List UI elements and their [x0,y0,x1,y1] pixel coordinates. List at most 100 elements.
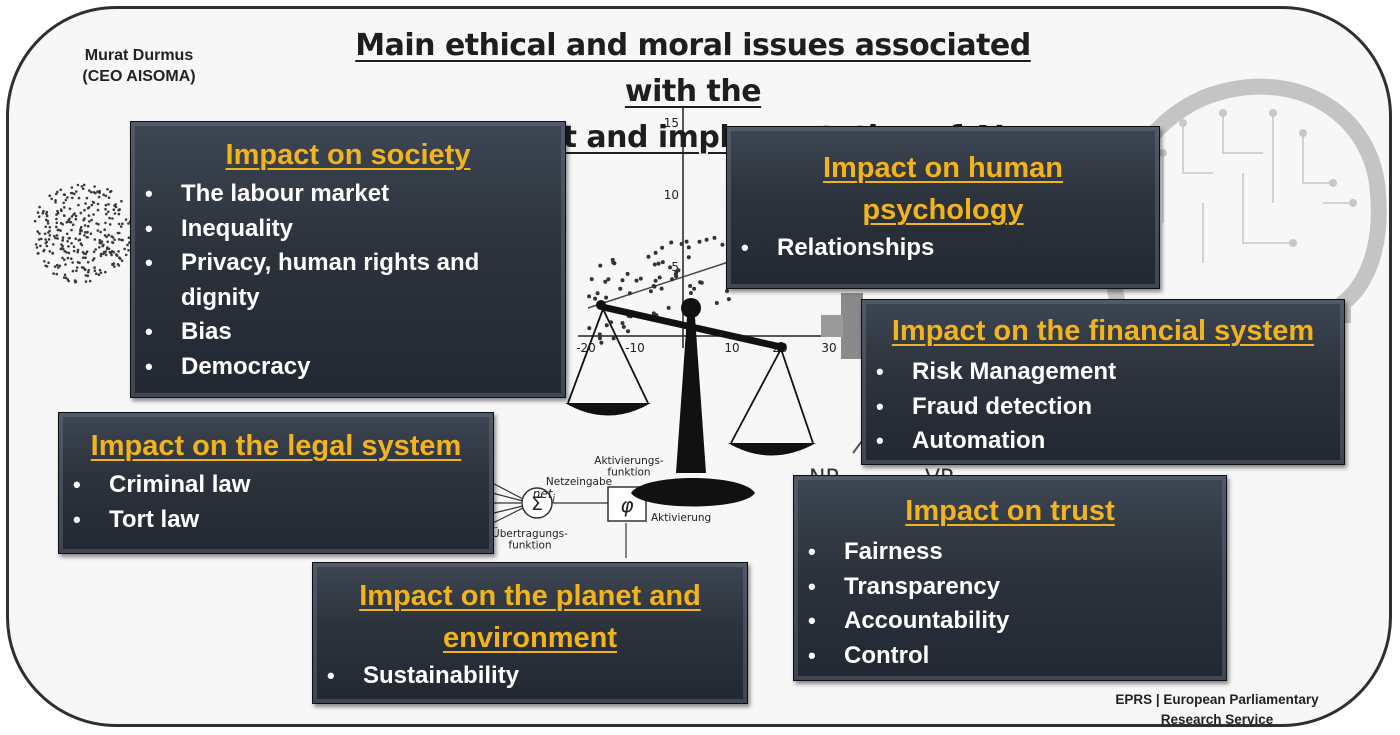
scatter-dot [610,257,615,262]
brain-dot [99,252,103,256]
scatter-dot [652,262,657,267]
legal-item: • Criminal law [59,468,493,503]
brain-dot [120,259,124,263]
bullet-icon: • [808,608,816,633]
brain-dot [82,266,85,270]
planet-list: • Sustainability [313,659,747,694]
brain-dot [64,263,67,266]
planet-box: Impact on the planet and environment • Su… [312,562,748,704]
bullet-icon: • [145,215,153,241]
brain-dot [68,207,72,211]
brain-dot [65,221,69,224]
brain-dot [61,239,64,242]
bullet-icon: • [145,181,153,206]
brain-dot [79,230,82,233]
brain-dot [38,205,41,209]
brain-dot [113,212,117,215]
society-item: • Inequality [131,212,565,247]
brain-dot [70,242,73,245]
brain-dot [92,213,95,216]
brain-dot [83,268,87,272]
financial-box-title: Impact on the financial system [891,315,1315,347]
brain-dot [98,238,102,242]
brain-dot [106,240,109,244]
x-tick-label: 10 [724,341,739,355]
brain-dot [56,209,59,213]
brain-dot [63,258,66,262]
credit-line-1: EPRS | European Parliamentary [1115,692,1319,707]
brain-dot [124,253,128,257]
legal-item-label: Criminal law [109,471,251,498]
brain-dot [93,185,96,188]
brain-dot [124,218,128,221]
brain-dot [62,201,65,205]
brain-dot [107,210,110,214]
brain-dot [79,225,83,229]
brain-dot [87,189,91,192]
brain-dot [127,249,130,252]
bullet-icon: • [876,393,884,419]
brain-dot [111,217,114,220]
society-item: • Democracy [131,350,565,385]
bullet-icon: • [145,353,153,379]
scatter-dot [697,239,702,244]
scatter-dot [668,265,673,270]
scatter-dot [621,324,626,329]
brain-dot [76,250,79,254]
brain-dot [45,214,49,218]
brain-dot [71,223,75,226]
brain-dot [57,266,60,269]
brain-dot [77,203,80,207]
brain-dot [74,280,77,284]
bullet-icon: • [145,319,153,344]
brain-dot [109,190,112,194]
brain-dot [117,238,121,241]
scatter-dot [597,332,602,337]
brain-dot [84,280,88,283]
brain-dot [54,201,57,204]
brain-dot [86,274,90,278]
society-item-label: The labour market [181,180,390,207]
brain-dot [120,199,123,203]
brain-dot [56,237,59,240]
x-tick-label: -20 [576,341,596,355]
bullet-icon: • [73,506,81,532]
x-tick-label: -10 [625,341,645,355]
brain-dot [51,251,54,255]
legal-list: • Criminal law • Tort law [59,468,493,537]
brain-dot [107,233,110,237]
brain-dot [53,234,56,238]
trust-item: • Fairness [794,535,1226,570]
scatter-dot [626,329,630,334]
brain-dot [59,188,63,192]
scatter-dot [656,261,661,266]
brain-dot [102,193,105,196]
scatter-dot [725,289,729,293]
brain-dot [97,273,101,277]
psychology-title-line-2: psychology [862,194,1024,226]
bullet-icon: • [808,539,816,564]
brain-dot [81,187,85,191]
brain-dot [87,214,91,217]
brain-dot [55,217,58,221]
brain-dot [70,186,74,189]
scatter-dot [698,280,703,285]
y-tick-label: 5 [671,260,679,274]
scatter-dot [688,291,693,295]
brain-dot [39,244,42,248]
brain-dot [40,237,43,241]
brain-dot [99,230,102,234]
brain-dot [116,263,120,266]
brain-dot [107,196,111,199]
scatter-dot [660,260,665,265]
brain-dot [75,269,78,273]
svg-text:Aktivierungs-funktion: Aktivierungs-funktion [594,455,664,479]
brain-dot [92,250,96,254]
psychology-box: Impact on human psychology • Relationship… [726,126,1160,289]
bullet-icon: • [327,663,335,688]
brain-dot [48,250,52,253]
brain-dot [115,254,119,257]
brain-dot [113,265,116,268]
brain-dot [121,222,124,225]
brain-dot [63,249,66,253]
